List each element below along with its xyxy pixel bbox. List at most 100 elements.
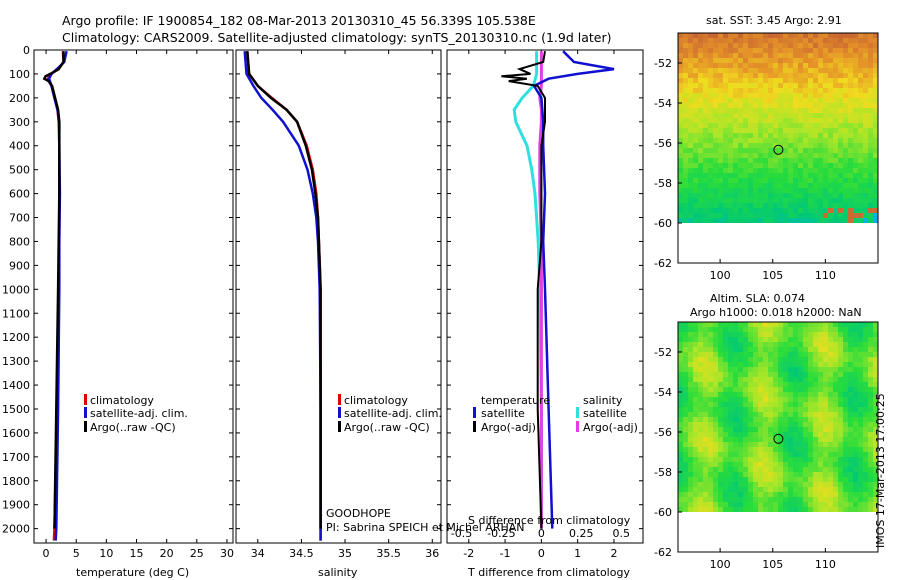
heatmap-cell bbox=[813, 53, 818, 58]
heatmap-cell bbox=[863, 158, 868, 163]
heatmap-cell bbox=[748, 392, 753, 397]
heatmap-cell bbox=[728, 507, 733, 512]
heatmap-cell bbox=[838, 163, 843, 168]
heatmap-cell bbox=[793, 377, 798, 382]
heatmap-cell bbox=[718, 437, 723, 442]
heatmap-cell bbox=[698, 507, 703, 512]
heatmap-cell bbox=[808, 188, 813, 193]
heatmap-cell bbox=[733, 492, 738, 497]
heatmap-cell bbox=[818, 93, 823, 98]
heatmap-cell bbox=[733, 208, 738, 213]
heatmap-cell bbox=[863, 382, 868, 387]
heatmap-cell bbox=[853, 422, 858, 427]
heatmap-cell bbox=[733, 193, 738, 198]
heatmap-cell bbox=[768, 188, 773, 193]
heatmap-cell bbox=[728, 163, 733, 168]
heatmap-cell bbox=[848, 188, 853, 193]
heatmap-cell bbox=[758, 397, 763, 402]
heatmap-cell bbox=[868, 123, 873, 128]
heatmap-cell bbox=[853, 397, 858, 402]
heatmap-cell bbox=[683, 213, 688, 218]
heatmap-cell bbox=[733, 33, 738, 38]
heatmap-cell bbox=[873, 472, 878, 477]
heatmap-cell bbox=[803, 138, 808, 143]
heatmap-cell bbox=[763, 48, 768, 53]
heatmap-cell bbox=[833, 133, 838, 138]
heatmap-cell bbox=[783, 48, 788, 53]
heatmap-cell bbox=[743, 337, 748, 342]
heatmap-cell bbox=[778, 447, 783, 452]
heatmap-cell bbox=[873, 497, 878, 502]
heatmap-cell bbox=[773, 332, 778, 337]
heatmap-cell bbox=[853, 352, 858, 357]
heatmap-cell bbox=[868, 412, 873, 417]
heatmap-cell bbox=[843, 218, 848, 223]
heatmap-cell bbox=[693, 432, 698, 437]
heatmap-cell bbox=[678, 68, 683, 73]
heatmap-cell bbox=[783, 183, 788, 188]
heatmap-cell bbox=[708, 38, 713, 43]
heatmap-cell bbox=[748, 492, 753, 497]
heatmap-cell bbox=[813, 98, 818, 103]
heatmap-cell bbox=[798, 392, 803, 397]
heatmap-cell bbox=[743, 138, 748, 143]
heatmap-cell bbox=[738, 357, 743, 362]
heatmap-cell bbox=[698, 377, 703, 382]
heatmap-cell bbox=[748, 178, 753, 183]
heatmap-cell bbox=[823, 422, 828, 427]
heatmap-cell bbox=[833, 487, 838, 492]
heatmap-cell bbox=[713, 332, 718, 337]
heatmap-cell bbox=[698, 93, 703, 98]
heatmap-cell bbox=[868, 63, 873, 68]
heatmap-cell bbox=[773, 342, 778, 347]
heatmap-cell bbox=[738, 133, 743, 138]
heatmap-cell bbox=[763, 153, 768, 158]
heatmap-cell bbox=[763, 68, 768, 73]
heatmap-cell bbox=[763, 437, 768, 442]
depth-tick-label: 100 bbox=[9, 68, 30, 81]
heatmap-cell bbox=[768, 492, 773, 497]
heatmap-cell bbox=[798, 507, 803, 512]
heatmap-cell bbox=[748, 407, 753, 412]
heatmap-cell bbox=[868, 467, 873, 472]
heatmap-cell bbox=[703, 472, 708, 477]
heatmap-cell bbox=[738, 382, 743, 387]
heatmap-cell bbox=[848, 332, 853, 337]
heatmap-cell bbox=[848, 417, 853, 422]
heatmap-cell bbox=[733, 203, 738, 208]
heatmap-cell bbox=[868, 113, 873, 118]
heatmap-cell bbox=[743, 168, 748, 173]
temperature-x-axis: 0 5 10 15 20 25 30 bbox=[43, 50, 234, 560]
heatmap-cell bbox=[693, 38, 698, 43]
heatmap-cell bbox=[858, 427, 863, 432]
heatmap-cell bbox=[863, 58, 868, 63]
heatmap-cell bbox=[773, 382, 778, 387]
heatmap-cell bbox=[693, 123, 698, 128]
heatmap-cell bbox=[848, 397, 853, 402]
heatmap-cell bbox=[693, 347, 698, 352]
heatmap-cell bbox=[693, 462, 698, 467]
heatmap-cell bbox=[788, 163, 793, 168]
heatmap-cell bbox=[838, 452, 843, 457]
heatmap-cell bbox=[788, 173, 793, 178]
heatmap-cell bbox=[833, 138, 838, 143]
heatmap-cell bbox=[783, 68, 788, 73]
heatmap-cell bbox=[703, 178, 708, 183]
heatmap-cell bbox=[768, 432, 773, 437]
heatmap-cell bbox=[748, 362, 753, 367]
heatmap-cell bbox=[708, 382, 713, 387]
heatmap-cell bbox=[743, 78, 748, 83]
heatmap-cell bbox=[678, 457, 683, 462]
heatmap-cell bbox=[713, 208, 718, 213]
heatmap-cell bbox=[728, 437, 733, 442]
heatmap-cell bbox=[728, 457, 733, 462]
heatmap-cell bbox=[713, 322, 718, 327]
legend-swatch-t-argo bbox=[473, 421, 476, 432]
heatmap-cell bbox=[858, 93, 863, 98]
heatmap-cell bbox=[708, 68, 713, 73]
heatmap-cell bbox=[788, 437, 793, 442]
heatmap-cell bbox=[873, 352, 878, 357]
heatmap-cell bbox=[848, 83, 853, 88]
heatmap-cell bbox=[843, 507, 848, 512]
heatmap-cell bbox=[748, 203, 753, 208]
